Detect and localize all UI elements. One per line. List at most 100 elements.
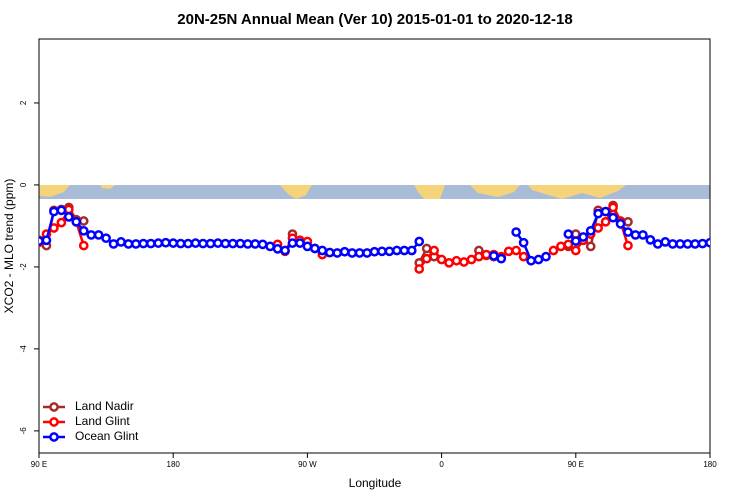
point xyxy=(623,227,633,237)
point xyxy=(600,216,611,227)
point xyxy=(101,233,111,244)
point xyxy=(421,253,432,264)
point xyxy=(78,216,89,226)
x-tick-label: 90 E xyxy=(568,460,584,469)
land xyxy=(280,185,312,199)
point xyxy=(570,236,581,246)
point xyxy=(354,248,365,258)
x-tick-label: 180 xyxy=(703,460,717,469)
point xyxy=(332,248,343,258)
legend-label: Land Nadir xyxy=(75,399,134,413)
point xyxy=(242,239,253,249)
point xyxy=(466,254,477,265)
point xyxy=(56,217,67,228)
x-tick-label: 0 xyxy=(439,460,444,469)
legend-label: Ocean Glint xyxy=(75,429,139,443)
point xyxy=(63,204,74,215)
point xyxy=(213,238,223,248)
point xyxy=(481,249,492,260)
point xyxy=(384,246,395,257)
x-tick-label: 90 W xyxy=(298,460,317,469)
point xyxy=(563,239,574,250)
point xyxy=(302,241,313,252)
point xyxy=(705,237,710,248)
point xyxy=(451,255,462,266)
point xyxy=(168,238,179,248)
legend-marker xyxy=(49,402,59,412)
point xyxy=(108,239,119,249)
point xyxy=(660,237,671,247)
point xyxy=(56,205,67,216)
point xyxy=(414,236,425,247)
point xyxy=(638,230,648,240)
x-axis-label: Longitude xyxy=(349,476,402,490)
point xyxy=(138,238,149,249)
point xyxy=(220,238,231,249)
point xyxy=(667,239,678,249)
point xyxy=(474,251,484,262)
land xyxy=(528,185,626,199)
x-tick-label: 90 E xyxy=(31,460,47,469)
point xyxy=(600,206,611,217)
legend-marker xyxy=(49,417,59,427)
point xyxy=(116,237,126,247)
map-strip xyxy=(39,185,710,199)
point xyxy=(86,230,97,240)
point xyxy=(392,245,402,256)
point xyxy=(593,208,604,219)
point xyxy=(578,232,589,242)
point xyxy=(93,230,104,240)
point xyxy=(608,212,618,223)
point xyxy=(615,219,626,229)
point xyxy=(227,238,238,249)
point xyxy=(190,238,201,248)
y-axis-label: XCO2 - MLO trend (ppm) xyxy=(2,179,16,314)
point xyxy=(153,238,164,248)
point xyxy=(563,229,574,239)
point xyxy=(78,225,89,236)
point xyxy=(310,243,320,254)
point xyxy=(272,244,283,254)
point xyxy=(436,254,447,265)
point xyxy=(585,241,596,252)
point xyxy=(421,243,432,254)
point xyxy=(63,212,74,222)
point xyxy=(548,245,559,256)
point xyxy=(265,241,275,252)
point xyxy=(526,255,536,266)
land xyxy=(39,185,70,197)
point xyxy=(570,245,581,256)
point xyxy=(541,251,551,262)
point xyxy=(183,238,193,249)
point xyxy=(518,237,529,248)
y-tick-label: 0 xyxy=(19,182,28,187)
point xyxy=(145,238,156,249)
point xyxy=(675,239,686,249)
point xyxy=(175,238,186,249)
point xyxy=(645,235,656,245)
point xyxy=(123,239,134,249)
point xyxy=(347,248,357,258)
point xyxy=(324,247,335,258)
point xyxy=(257,239,268,250)
point xyxy=(198,238,208,249)
series-layer xyxy=(39,200,710,274)
point xyxy=(488,250,499,261)
land xyxy=(100,185,115,189)
point xyxy=(39,236,44,246)
land xyxy=(414,185,445,199)
point xyxy=(697,238,708,249)
y-tick-label: 2 xyxy=(19,100,28,105)
point xyxy=(459,257,469,267)
point xyxy=(205,238,216,249)
chart-title: 20N-25N Annual Mean (Ver 10) 2015-01-01 … xyxy=(177,11,572,28)
legend-marker xyxy=(49,432,59,442)
point xyxy=(630,230,641,240)
point xyxy=(317,245,328,256)
point xyxy=(362,248,372,258)
point xyxy=(71,216,82,227)
point xyxy=(533,254,544,265)
point xyxy=(518,251,529,262)
point xyxy=(49,206,59,217)
point xyxy=(160,237,171,248)
